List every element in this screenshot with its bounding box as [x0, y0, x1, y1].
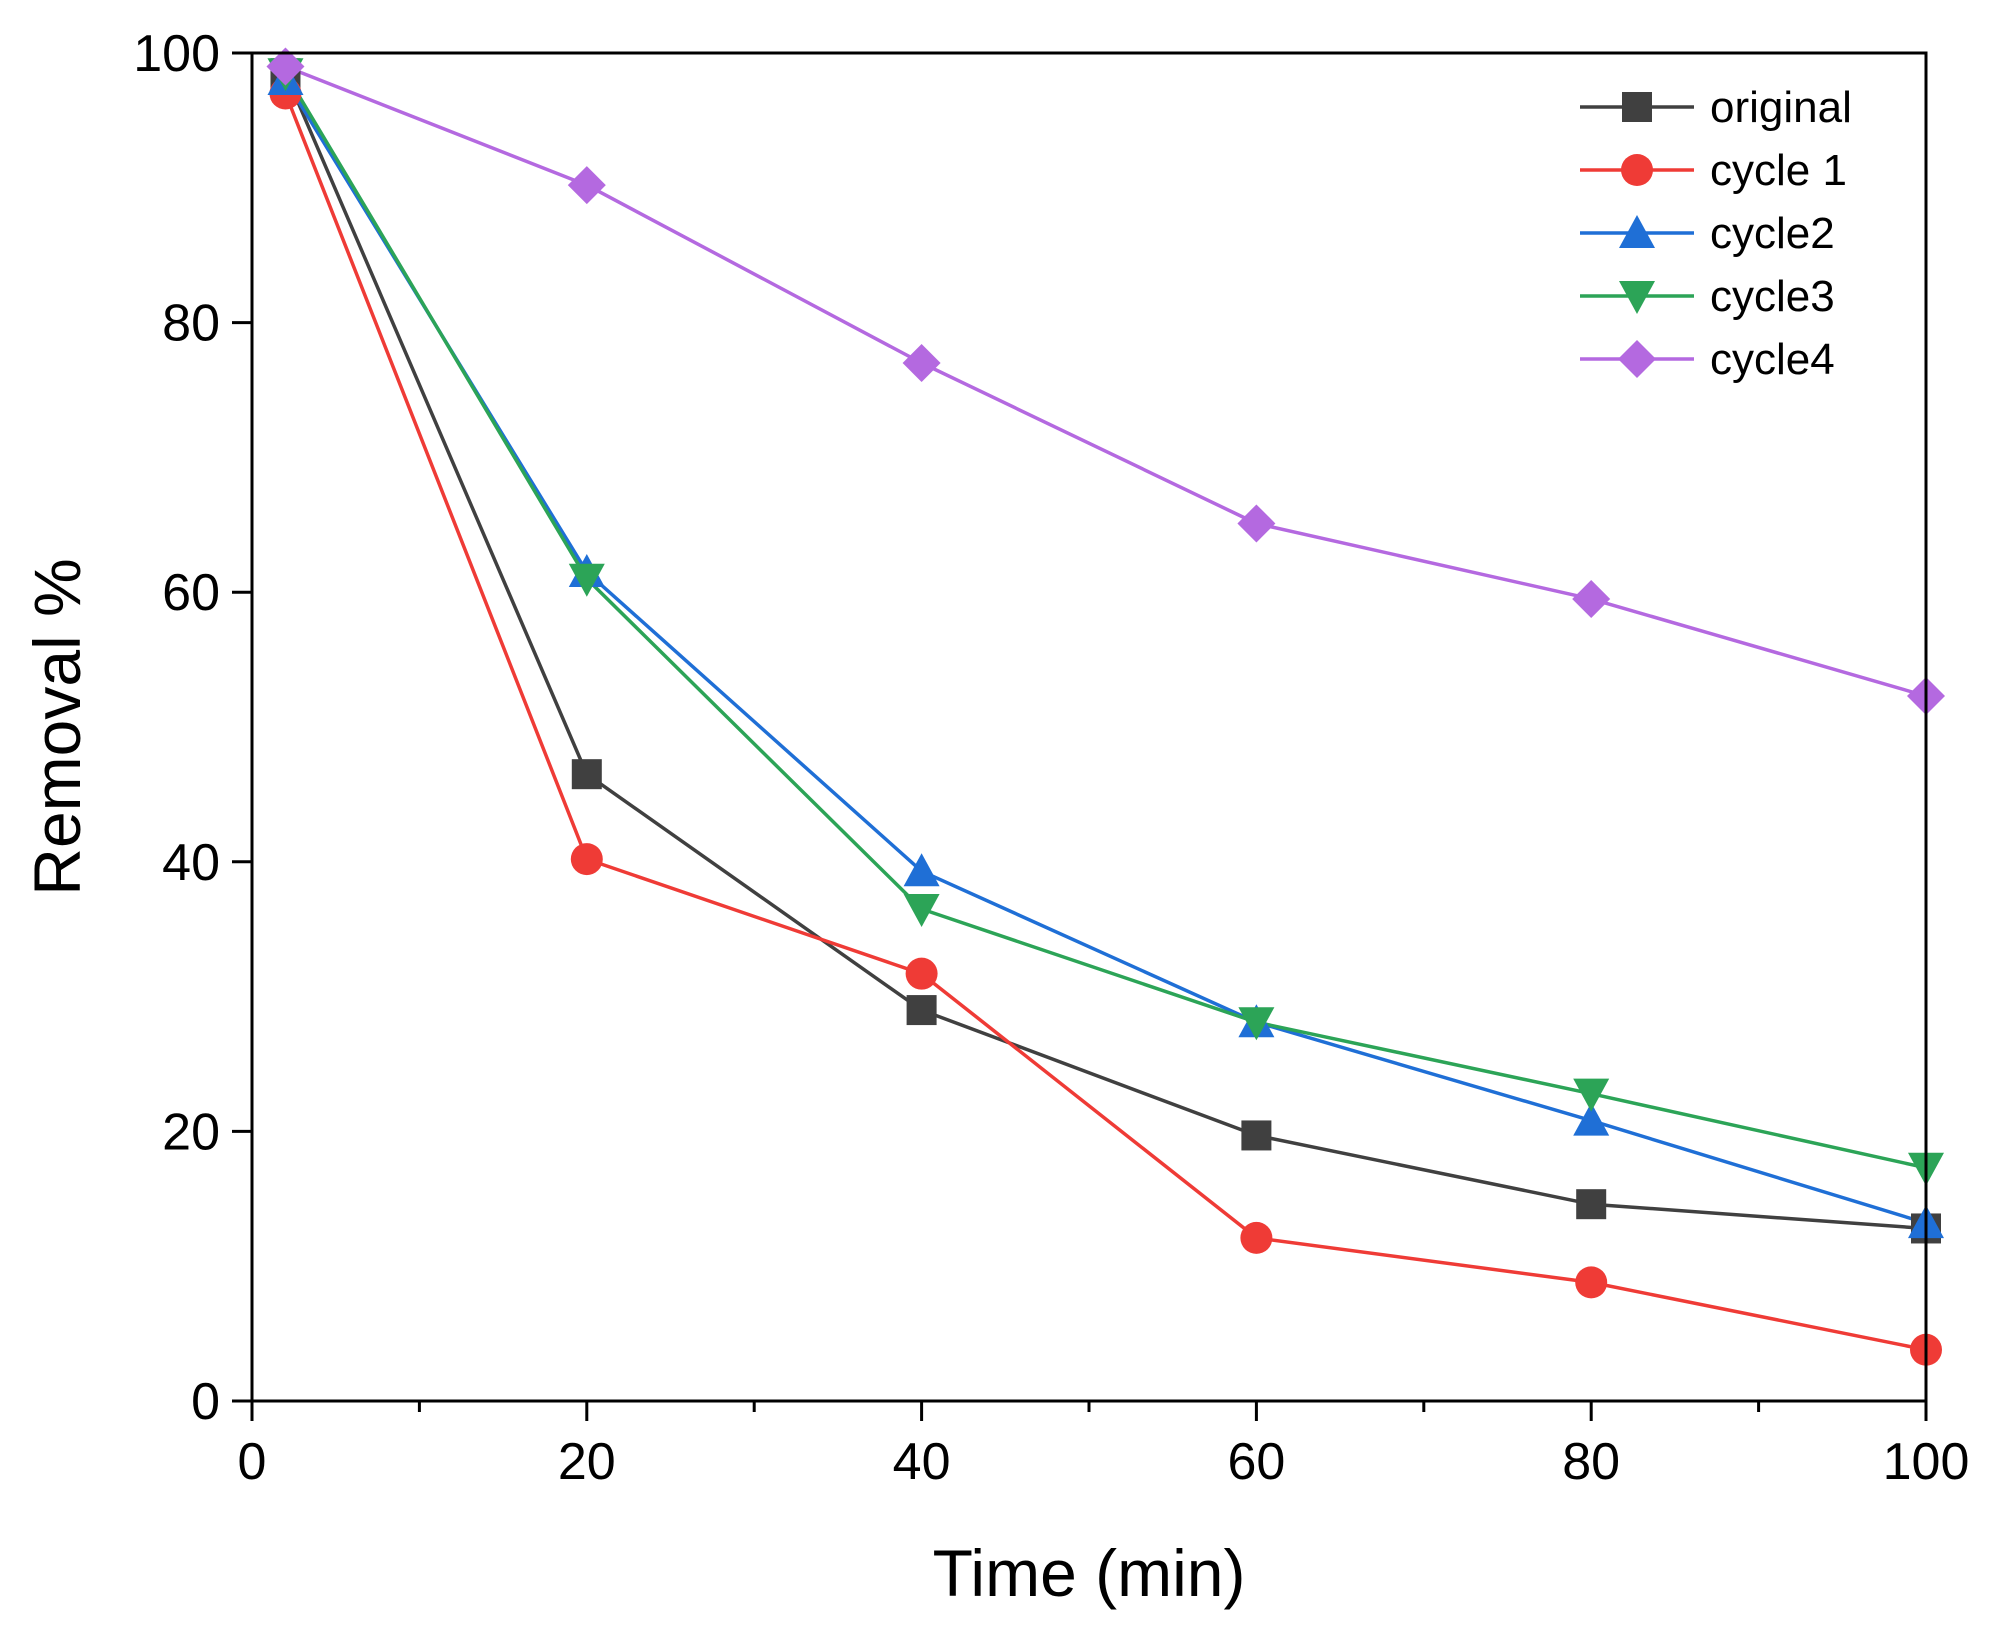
- data-point-cycle3-1: [568, 563, 605, 597]
- series-markers-layer: [266, 47, 1945, 1366]
- data-point-cycle2-4: [1573, 1102, 1610, 1136]
- plot-frame: [250, 51, 1928, 1403]
- legend-item-cycle2: cycle2: [1580, 209, 1835, 258]
- axes-layer: [250, 51, 1928, 1403]
- legend-label-cycle2: cycle2: [1710, 209, 1835, 258]
- data-point-cycle-1-3: [1240, 1221, 1273, 1254]
- data-point-original-3: [1241, 1120, 1272, 1151]
- y-tick-label-60: 60: [162, 564, 220, 622]
- y-tick-label-80: 80: [162, 295, 220, 353]
- x-axis-title: Time (min): [933, 1536, 1246, 1610]
- data-point-cycle4-1: [567, 166, 606, 205]
- series-lines-layer: [283, 64, 1927, 1352]
- legend: original cycle 1 cycle2 cycle3 cycle4: [1580, 83, 1852, 384]
- y-axis-title: Removal %: [20, 558, 94, 895]
- series-line-original: [283, 72, 1927, 1231]
- x-tick-label-80: 80: [1562, 1433, 1620, 1491]
- series-line-cycle4: [284, 64, 1927, 698]
- data-point-original-4: [1576, 1189, 1607, 1220]
- data-point-cycle3-4: [1573, 1078, 1610, 1112]
- data-point-cycle3-3: [1238, 1007, 1275, 1041]
- series-line-cycle2: [284, 79, 1927, 1225]
- data-point-cycle2-2: [903, 853, 940, 887]
- legend-item-cycle4: cycle4: [1580, 335, 1835, 384]
- legend-item-original: original: [1580, 83, 1852, 132]
- y-tick-label-20: 20: [162, 1103, 220, 1161]
- data-point-cycle3-2: [903, 893, 940, 927]
- data-point-original-1: [571, 759, 602, 790]
- legend-marker-cycle4: [1618, 340, 1656, 378]
- legend-label-cycle-1: cycle 1: [1710, 146, 1847, 195]
- series-line-cycle3: [283, 72, 1927, 1170]
- legend-label-cycle4: cycle4: [1710, 335, 1835, 384]
- data-point-cycle4-4: [1572, 579, 1611, 618]
- legend-marker-cycle2: [1619, 215, 1655, 248]
- x-tick-label-20: 20: [558, 1433, 616, 1491]
- legend-marker-cycle3: [1619, 281, 1655, 314]
- data-point-cycle-1-1: [570, 843, 603, 876]
- x-tick-label-0: 0: [238, 1433, 267, 1491]
- data-point-cycle4-3: [1237, 504, 1276, 543]
- x-tick-label-60: 60: [1227, 1433, 1285, 1491]
- data-point-cycle4-2: [902, 344, 941, 383]
- series-line-cycle-1: [283, 92, 1927, 1352]
- x-tick-label-100: 100: [1883, 1433, 1970, 1491]
- legend-marker-cycle-1: [1621, 154, 1653, 186]
- data-point-cycle-1-2: [905, 957, 938, 990]
- y-tick-label-100: 100: [133, 25, 220, 83]
- y-tick-label-0: 0: [191, 1373, 220, 1431]
- legend-item-cycle3: cycle3: [1580, 272, 1835, 321]
- x-tick-label-40: 40: [893, 1433, 951, 1491]
- legend-label-original: original: [1710, 83, 1852, 132]
- y-tick-label-40: 40: [162, 834, 220, 892]
- data-point-original-2: [906, 995, 937, 1026]
- data-point-cycle-1-4: [1575, 1266, 1608, 1299]
- ticks-layer: 0 20 40 60 80 100 0 20 40 60 80 100: [133, 25, 1969, 1491]
- legend-marker-original: [1622, 92, 1652, 122]
- legend-item-cycle-1: cycle 1: [1580, 146, 1847, 195]
- data-point-cycle4-0: [266, 47, 305, 86]
- legend-label-cycle3: cycle3: [1710, 272, 1835, 321]
